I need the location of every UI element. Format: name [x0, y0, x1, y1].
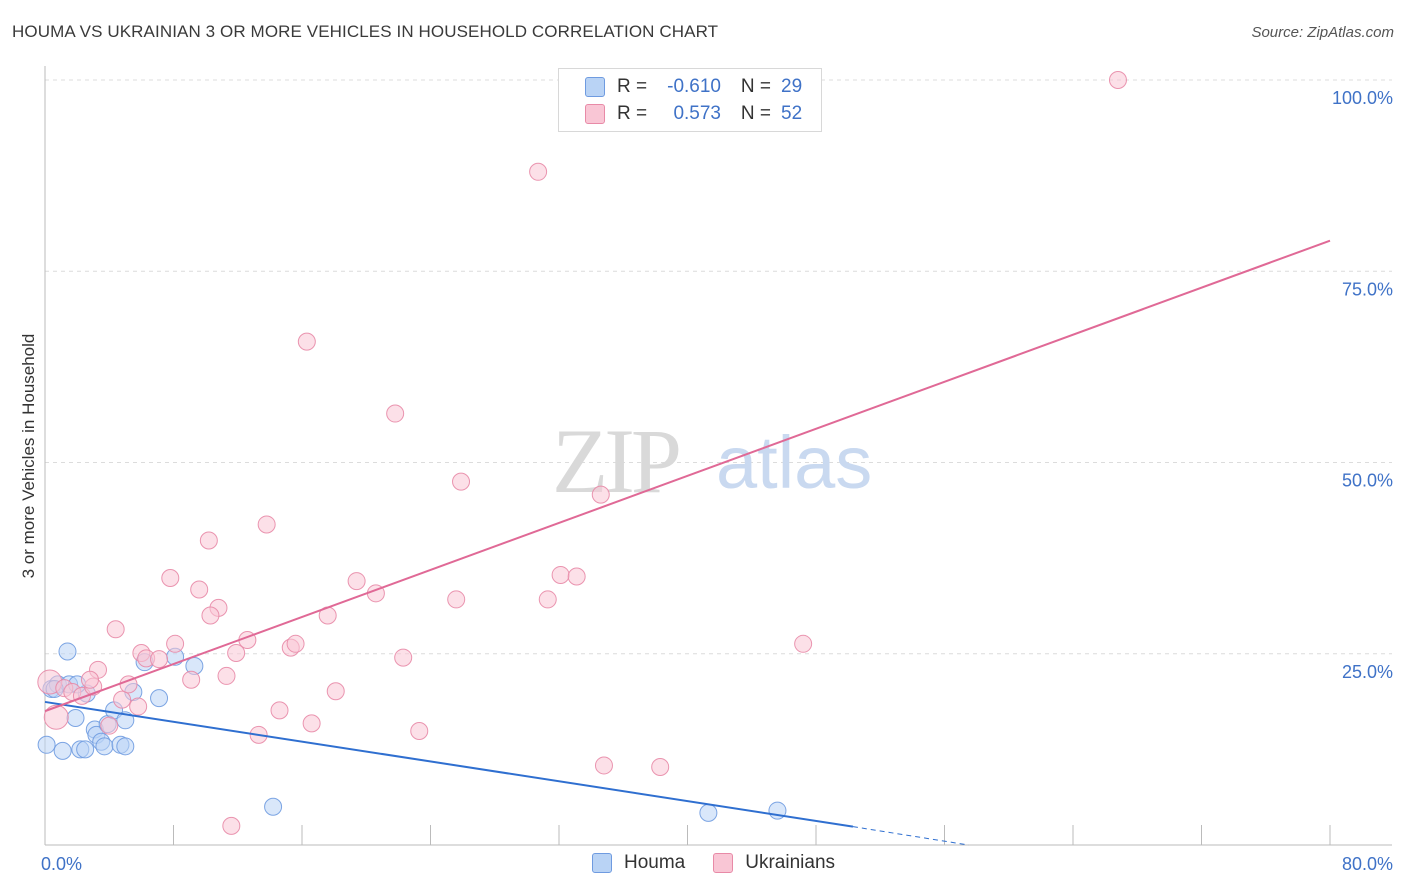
- ukrainians-point: [182, 670, 201, 689]
- legend-row-houma: R = -0.610 N = 29: [585, 74, 819, 100]
- ukrainians-point: [222, 816, 241, 835]
- houma-legend-swatch: [592, 853, 612, 873]
- houma-point: [116, 711, 135, 730]
- ukrainians-point: [286, 634, 305, 653]
- correlation-legend: R = -0.610 N = 29 R = 0.573 N = 52: [558, 68, 822, 132]
- watermark-atlas: atlas: [716, 421, 872, 504]
- ukrainians-point: [326, 682, 345, 701]
- ukrainians-point: [567, 567, 586, 586]
- x-tick-label: 0.0%: [41, 854, 82, 874]
- ukrainians-point: [302, 714, 321, 733]
- ukrainians-point: [217, 666, 236, 685]
- houma-trend-extension: [852, 826, 969, 846]
- ukrainians-point: [394, 648, 413, 667]
- legend-label: Ukrainians: [745, 852, 836, 873]
- ukrainians-point: [150, 650, 169, 669]
- ukrainians-point: [227, 643, 246, 662]
- ukrainians-point: [257, 515, 276, 534]
- n-label: N =: [740, 76, 771, 97]
- y-axis-label: 3 or more Vehicles in Household: [19, 333, 38, 579]
- ukrainians-point: [106, 620, 125, 639]
- legend-item-houma[interactable]: Houma: [592, 852, 685, 874]
- houma-point: [116, 737, 135, 756]
- houma-point: [150, 689, 169, 708]
- ukrainians-point: [100, 716, 119, 735]
- tick-labels: 25.0% 50.0% 75.0% 100.0% 0.0% 80.0%: [41, 88, 1393, 874]
- houma-point: [58, 642, 77, 661]
- watermark-zip: ZIP: [552, 410, 679, 512]
- ukrainians-point: [129, 697, 148, 716]
- source-label: Source: ZipAtlas.com: [1251, 24, 1394, 41]
- x-tick-label: 80.0%: [1342, 854, 1393, 874]
- ukrainians-point: [166, 634, 185, 653]
- ukrainians-point: [43, 704, 69, 730]
- ukrainians-point: [538, 590, 557, 609]
- ukrainians-point: [347, 572, 366, 591]
- r-label: R =: [617, 76, 648, 97]
- legend-item-ukrainians[interactable]: Ukrainians: [713, 852, 835, 874]
- ukrainians-point: [386, 404, 405, 423]
- chart-title: HOUMA VS UKRAINIAN 3 OR MORE VEHICLES IN…: [12, 22, 719, 41]
- n-label: N =: [740, 103, 771, 124]
- ukrainians-point: [591, 485, 610, 504]
- houma-point: [76, 740, 95, 759]
- y-tick-label: 75.0%: [1342, 279, 1393, 299]
- ukrainians-point: [452, 472, 471, 491]
- y-tick-label: 50.0%: [1342, 471, 1393, 491]
- y-tick-label: 100.0%: [1332, 88, 1393, 108]
- ukrainians-point: [80, 670, 99, 689]
- ukrainians-point: [594, 756, 613, 775]
- ukrainians-point: [270, 701, 289, 720]
- ukrainians-point: [551, 565, 570, 584]
- ukrainians-point: [651, 757, 670, 776]
- houma-point: [53, 741, 72, 760]
- watermark: ZIP atlas: [552, 410, 872, 512]
- ukrainians-point: [297, 332, 316, 351]
- n-value: 52: [781, 103, 803, 124]
- ukrainians-point: [1108, 71, 1127, 89]
- ukrainians-point: [199, 531, 218, 550]
- ukrainians-point: [529, 162, 548, 181]
- r-value: 0.573: [673, 103, 721, 124]
- r-label: R =: [617, 103, 648, 124]
- houma-point: [37, 735, 56, 754]
- data-points: [37, 71, 1127, 835]
- grid-lines: [45, 79, 1392, 655]
- y-tick-label: 25.0%: [1342, 662, 1393, 682]
- houma-point: [264, 797, 283, 816]
- houma-point: [699, 803, 718, 822]
- r-value: -0.610: [667, 76, 721, 97]
- houma-point: [66, 709, 85, 728]
- houma-swatch: [585, 77, 605, 97]
- ukrainians-legend-swatch: [713, 853, 734, 873]
- ukrainians-point: [161, 569, 180, 588]
- ukrainians-swatch: [585, 104, 605, 124]
- ukrainians-point: [190, 580, 209, 599]
- houma-trend-line: [44, 700, 854, 828]
- ukrainians-point: [201, 606, 220, 625]
- ukrainians-point: [410, 722, 429, 741]
- n-value: 29: [781, 76, 803, 97]
- legend-label: Houma: [624, 852, 686, 873]
- axes: [44, 66, 1392, 846]
- houma-point: [95, 737, 114, 756]
- trend-lines: [44, 239, 1331, 846]
- ukrainians-point: [447, 590, 466, 609]
- ukrainians-point: [794, 634, 813, 653]
- series-legend: Houma Ukrainians: [592, 852, 863, 874]
- ukrainians-trend-line: [44, 239, 1331, 713]
- legend-row-ukrainians: R = 0.573 N = 52: [585, 101, 819, 127]
- ukrainians-point: [113, 690, 132, 709]
